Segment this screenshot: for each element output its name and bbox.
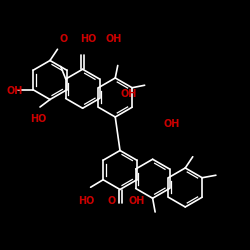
Text: O: O <box>60 34 68 44</box>
Text: OH: OH <box>106 34 122 44</box>
Text: O: O <box>107 196 116 206</box>
Text: HO: HO <box>78 196 94 206</box>
Text: OH: OH <box>163 119 180 129</box>
Text: HO: HO <box>30 114 47 124</box>
Text: OH: OH <box>7 86 23 96</box>
Text: HO: HO <box>80 34 97 44</box>
Text: OH: OH <box>128 196 144 206</box>
Text: OH: OH <box>120 89 137 99</box>
